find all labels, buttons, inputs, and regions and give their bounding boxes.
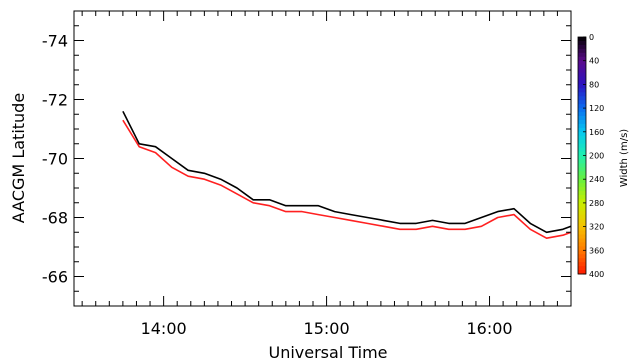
- colorbar-segment: [578, 84, 586, 89]
- colorbar-segment: [578, 262, 586, 267]
- colorbar-segment: [578, 64, 586, 70]
- colorbar-tick-label: 400: [589, 270, 604, 279]
- colorbar-segment: [578, 266, 586, 271]
- colorbar-segment: [578, 68, 586, 74]
- colorbar-segment: [578, 175, 586, 180]
- colorbar-segment: [578, 52, 586, 58]
- x-tick-label: 16:00: [466, 319, 512, 338]
- colorbar-segment: [578, 191, 586, 196]
- colorbar-segment: [578, 92, 586, 97]
- y-axis-label: AACGM Latitude: [9, 93, 28, 223]
- colorbar-tick-label: 120: [589, 104, 604, 113]
- colorbar-segment: [578, 48, 586, 54]
- colorbar-segment: [578, 163, 586, 168]
- colorbar-segment: [578, 183, 586, 188]
- x-tick-label: 14:00: [141, 319, 187, 338]
- colorbar-segment: [578, 198, 586, 204]
- boundary-line: [122, 119, 571, 239]
- colorbar-segment: [578, 139, 586, 145]
- colorbar-segment: [578, 195, 586, 200]
- colorbar-segment: [578, 250, 586, 255]
- colorbar-segment: [578, 238, 586, 243]
- colorbar-label: Width (m/s): [619, 129, 630, 187]
- colorbar-segment: [578, 143, 586, 149]
- colorbar-segment: [578, 135, 586, 141]
- colorbar-segment: [578, 72, 586, 77]
- colorbar-segment: [578, 155, 586, 160]
- colorbar-segment: [578, 40, 586, 46]
- colorbar-segment: [578, 159, 586, 164]
- colorbar-segment: [578, 270, 586, 275]
- colorbar-segment: [578, 147, 586, 153]
- colorbar-tick-label: 240: [589, 175, 604, 184]
- y-tick-label: -72: [42, 91, 68, 110]
- colorbar-tick-label: 320: [589, 223, 604, 232]
- y-tick-label: -70: [42, 150, 68, 169]
- colorbar-segment: [578, 202, 586, 208]
- colorbar-segment: [578, 222, 586, 228]
- colorbar-segment: [578, 246, 586, 251]
- colorbar-tick-label: 200: [589, 152, 604, 161]
- colorbar-segment: [578, 108, 586, 113]
- colorbar-segment: [578, 151, 586, 156]
- colorbar-tick-label: 40: [589, 57, 599, 66]
- colorbar-segment: [578, 210, 586, 216]
- colorbar-segment: [578, 116, 586, 121]
- colorbar-tick-label: 80: [589, 80, 599, 89]
- y-tick-label: -68: [42, 209, 68, 228]
- y-axis: -74 -72 -70 -68 -66: [42, 10, 571, 307]
- colorbar-segment: [578, 127, 586, 133]
- boundary-line: [122, 110, 571, 234]
- colorbar-segment: [578, 112, 586, 117]
- colorbar-segment: [578, 104, 586, 109]
- x-axis: 14:00 15:00 16:00: [81, 11, 572, 338]
- colorbar-segment: [578, 80, 586, 85]
- colorbar-segment: [578, 214, 586, 220]
- colorbar-segment: [578, 123, 586, 129]
- colorbar-segment: [578, 131, 586, 137]
- colorbar-tick-label: 0: [589, 33, 594, 42]
- colorbar-tick-label: 360: [589, 246, 604, 255]
- colorbar-tick-label: 280: [589, 199, 604, 208]
- colorbar-segment: [578, 167, 586, 172]
- colorbar-segment: [578, 234, 586, 239]
- colorbar-segment: [578, 88, 586, 93]
- colorbar-segment: [578, 171, 586, 176]
- colorbar-segment: [578, 179, 586, 184]
- colorbar-segment: [578, 96, 586, 101]
- colorbar-segment: [578, 226, 586, 232]
- y-tick-label: -74: [42, 32, 68, 51]
- x-axis-label: Universal Time: [268, 343, 387, 362]
- colorbar-segment: [578, 100, 586, 105]
- x-tick-label: 15:00: [304, 319, 350, 338]
- colorbar-segment: [578, 242, 586, 247]
- y-tick-label: -66: [42, 268, 68, 287]
- colorbar-segment: [578, 206, 586, 212]
- colorbar: 0 40 80 120 160 200 240 280 320 360 400: [577, 33, 604, 279]
- colorbar-segment: [578, 230, 586, 235]
- colorbar-segment: [578, 254, 586, 259]
- boundary-line: [122, 111, 571, 266]
- colorbar-segment: [578, 44, 586, 50]
- colorbar-segment: [578, 76, 586, 81]
- colorbar-segment: [578, 218, 586, 224]
- colorbar-segment: [578, 60, 586, 66]
- colorbar-tick-label: 160: [589, 128, 604, 137]
- colorbar-segment: [578, 37, 586, 42]
- boundary-lines: [122, 110, 571, 266]
- colorbar-segment: [578, 56, 586, 62]
- colorbar-segment: [578, 258, 586, 263]
- colorbar-segment: [578, 187, 586, 192]
- colorbar-segment: [578, 119, 586, 125]
